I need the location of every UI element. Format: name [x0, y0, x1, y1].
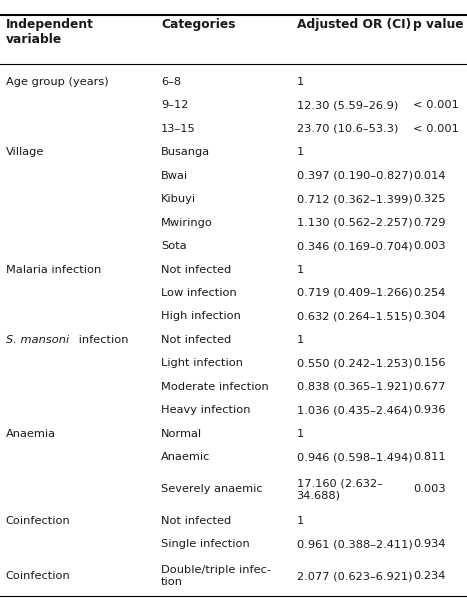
Text: Anaemic: Anaemic	[161, 452, 211, 463]
Text: 2.077 (0.623–6.921): 2.077 (0.623–6.921)	[297, 571, 412, 581]
Text: 9–12: 9–12	[161, 100, 189, 110]
Text: 0.946 (0.598–1.494): 0.946 (0.598–1.494)	[297, 452, 412, 463]
Text: 0.719 (0.409–1.266): 0.719 (0.409–1.266)	[297, 288, 412, 298]
Text: Bwai: Bwai	[161, 171, 188, 180]
Text: 0.304: 0.304	[413, 311, 446, 322]
Text: 1.130 (0.562–2.257): 1.130 (0.562–2.257)	[297, 217, 412, 228]
Text: Independent
variable: Independent variable	[6, 18, 93, 46]
Text: 1.036 (0.435–2.464): 1.036 (0.435–2.464)	[297, 405, 412, 415]
Text: S. mansoni: S. mansoni	[6, 335, 69, 345]
Text: 0.632 (0.264–1.515): 0.632 (0.264–1.515)	[297, 311, 412, 322]
Text: Not infected: Not infected	[161, 335, 231, 345]
Text: Moderate infection: Moderate infection	[161, 382, 269, 392]
Text: 1: 1	[297, 265, 304, 274]
Text: High infection: High infection	[161, 311, 241, 322]
Text: Mwiringo: Mwiringo	[161, 217, 213, 228]
Text: Coinfection: Coinfection	[6, 516, 71, 526]
Text: 1: 1	[297, 429, 304, 439]
Text: 0.811: 0.811	[413, 452, 446, 463]
Text: 0.325: 0.325	[413, 194, 446, 204]
Text: 0.156: 0.156	[413, 359, 446, 368]
Text: Double/triple infec-
tion: Double/triple infec- tion	[161, 565, 271, 587]
Text: Sota: Sota	[161, 241, 187, 251]
Text: Not infected: Not infected	[161, 265, 231, 274]
Text: p value: p value	[413, 18, 464, 31]
Text: Heavy infection: Heavy infection	[161, 405, 251, 415]
Text: 0.729: 0.729	[413, 217, 446, 228]
Text: 1: 1	[297, 335, 304, 345]
Text: 23.70 (10.6–53.3): 23.70 (10.6–53.3)	[297, 124, 398, 134]
Text: infection: infection	[75, 335, 128, 345]
Text: Village: Village	[6, 147, 44, 157]
Text: Not infected: Not infected	[161, 516, 231, 526]
Text: 0.346 (0.169–0.704): 0.346 (0.169–0.704)	[297, 241, 412, 251]
Text: Severely anaemic: Severely anaemic	[161, 484, 263, 494]
Text: 6–8: 6–8	[161, 76, 181, 87]
Text: Kibuyi: Kibuyi	[161, 194, 196, 204]
Text: 0.934: 0.934	[413, 540, 446, 549]
Text: Light infection: Light infection	[161, 359, 243, 368]
Text: Single infection: Single infection	[161, 540, 250, 549]
Text: Categories: Categories	[161, 18, 236, 31]
Text: 0.961 (0.388–2.411): 0.961 (0.388–2.411)	[297, 540, 412, 549]
Text: Normal: Normal	[161, 429, 202, 439]
Text: Malaria infection: Malaria infection	[6, 265, 101, 274]
Text: 1: 1	[297, 147, 304, 157]
Text: Coinfection: Coinfection	[6, 571, 71, 581]
Text: 0.677: 0.677	[413, 382, 446, 392]
Text: 17.160 (2.632–
34.688): 17.160 (2.632– 34.688)	[297, 478, 382, 500]
Text: Low infection: Low infection	[161, 288, 237, 298]
Text: 13–15: 13–15	[161, 124, 196, 134]
Text: 0.712 (0.362–1.399): 0.712 (0.362–1.399)	[297, 194, 412, 204]
Text: 12.30 (5.59–26.9): 12.30 (5.59–26.9)	[297, 100, 398, 110]
Text: 0.550 (0.242–1.253): 0.550 (0.242–1.253)	[297, 359, 412, 368]
Text: 0.003: 0.003	[413, 484, 446, 494]
Text: Age group (years): Age group (years)	[6, 76, 108, 87]
Text: 0.838 (0.365–1.921): 0.838 (0.365–1.921)	[297, 382, 412, 392]
Text: 0.936: 0.936	[413, 405, 446, 415]
Text: Anaemia: Anaemia	[6, 429, 56, 439]
Text: Adjusted OR (CI): Adjusted OR (CI)	[297, 18, 410, 31]
Text: 0.397 (0.190–0.827): 0.397 (0.190–0.827)	[297, 171, 412, 180]
Text: 0.234: 0.234	[413, 571, 446, 581]
Text: Busanga: Busanga	[161, 147, 210, 157]
Text: 1: 1	[297, 76, 304, 87]
Text: 0.254: 0.254	[413, 288, 446, 298]
Text: 0.003: 0.003	[413, 241, 446, 251]
Text: 0.014: 0.014	[413, 171, 446, 180]
Text: 1: 1	[297, 516, 304, 526]
Text: < 0.001: < 0.001	[413, 100, 459, 110]
Text: < 0.001: < 0.001	[413, 124, 459, 134]
